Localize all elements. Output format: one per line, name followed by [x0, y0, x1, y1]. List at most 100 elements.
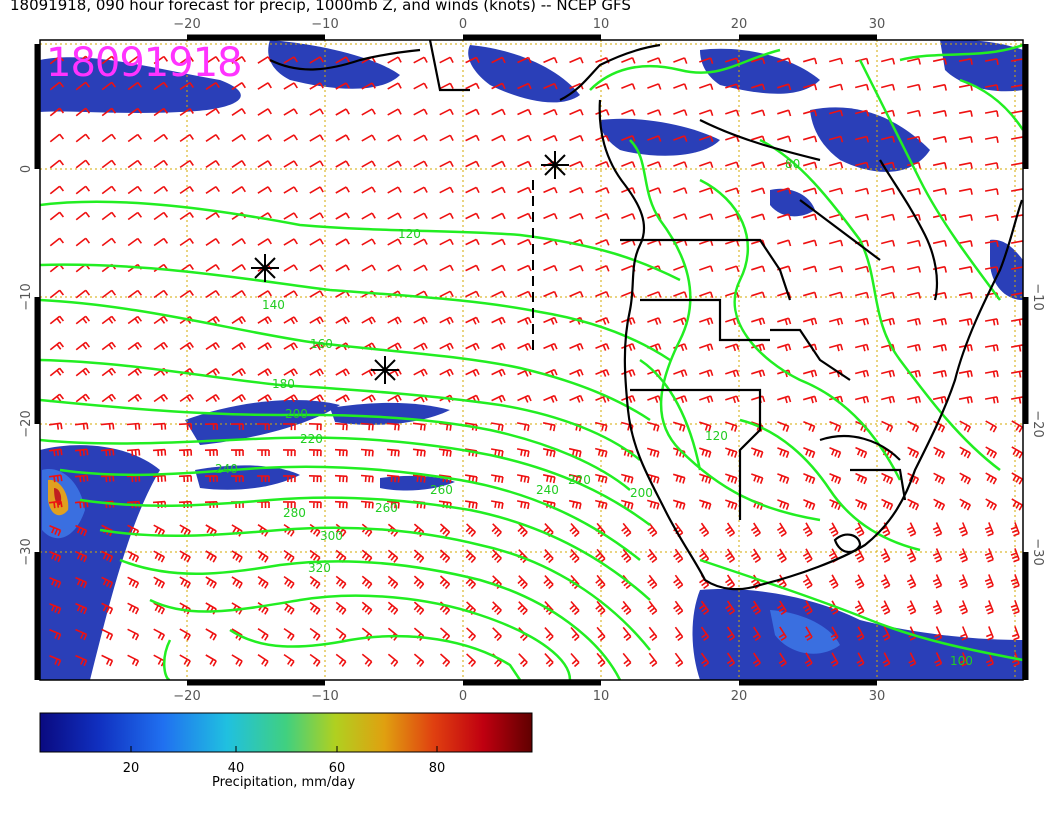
wind-barb	[49, 367, 65, 377]
wind-barb	[880, 135, 896, 143]
wind-barb	[335, 264, 350, 272]
wind-barb	[673, 187, 688, 194]
wind-barb	[153, 550, 166, 563]
wind-barb	[958, 240, 973, 247]
wind-barb	[413, 549, 425, 564]
wind-barb	[517, 316, 532, 325]
wind-barb	[335, 160, 350, 168]
svg-text:−20: −20	[173, 689, 200, 704]
wind-barb	[387, 264, 402, 272]
wind-barb	[387, 238, 402, 246]
wind-barb	[413, 601, 425, 616]
wind-barb	[828, 83, 844, 91]
wind-barb	[491, 108, 506, 116]
wind-barb	[542, 422, 556, 432]
wind-barb	[699, 548, 710, 564]
wind-barb	[75, 654, 88, 667]
wind-barb	[179, 159, 194, 169]
wind-barb	[673, 291, 688, 298]
wind-barb	[516, 474, 530, 484]
wind-barb	[491, 523, 502, 538]
wind-barb	[543, 186, 558, 194]
wind-barb	[517, 575, 528, 590]
wind-barb	[1010, 370, 1023, 378]
wind-barb	[907, 57, 921, 65]
wind-barb	[621, 135, 636, 142]
wind-barb	[335, 653, 347, 667]
wind-barb	[127, 628, 140, 641]
svg-text:30: 30	[869, 689, 886, 704]
wind-barb	[179, 211, 194, 221]
wind-barb	[309, 238, 324, 246]
wind-barb	[542, 448, 556, 458]
wind-barb	[882, 652, 891, 667]
wind-barb	[1010, 522, 1020, 537]
wind-barb	[361, 316, 376, 325]
wind-barb	[127, 107, 143, 117]
wind-barb	[544, 627, 554, 642]
wind-barb	[205, 576, 217, 589]
wind-barb	[204, 423, 218, 430]
wind-barb	[439, 134, 454, 142]
wind-barb	[101, 524, 114, 537]
wind-barb	[1010, 548, 1020, 563]
wind-barb	[958, 370, 973, 378]
wind-barb	[880, 291, 896, 299]
wind-barb	[101, 289, 117, 299]
svg-text:−20: −20	[173, 17, 200, 32]
wind-barb	[464, 448, 478, 457]
wind-barb	[387, 82, 402, 90]
wind-barb	[309, 627, 321, 641]
wind-barb	[880, 213, 896, 221]
wind-barb	[725, 135, 740, 143]
coastlines	[269, 40, 1023, 591]
wind-barb	[439, 264, 454, 272]
wind-barb	[543, 264, 558, 272]
wind-barb	[413, 238, 428, 246]
wind-barb	[75, 576, 88, 589]
wind-barb	[802, 83, 818, 91]
wind-barb	[1010, 136, 1023, 142]
wind-barb	[335, 238, 350, 246]
wind-barb	[231, 290, 246, 298]
wind-barb	[984, 396, 999, 404]
wind-barb	[984, 574, 994, 589]
wind-barb	[673, 57, 688, 64]
wind-barb	[465, 290, 480, 298]
wind-barb	[777, 135, 792, 143]
wind-barb	[828, 57, 844, 65]
wind-barb	[984, 266, 999, 273]
wind-barb	[802, 369, 818, 378]
wind-barb	[932, 161, 947, 169]
wind-barb	[438, 474, 452, 483]
wind-barb	[622, 652, 632, 668]
wind-barb	[282, 475, 296, 483]
wind-barb	[959, 420, 972, 433]
wind-barb	[777, 187, 792, 195]
wind-barb	[777, 395, 792, 404]
wind-barb	[413, 316, 428, 325]
wind-barb	[231, 56, 246, 64]
wind-barb	[725, 522, 736, 537]
wind-barb	[257, 576, 269, 589]
wind-barb	[465, 523, 476, 538]
wind-barb	[75, 602, 88, 615]
colorbar-ticks	[130, 746, 438, 752]
wind-barb	[49, 576, 62, 589]
wind-barb	[465, 238, 480, 246]
wind-barb	[1010, 162, 1023, 168]
wind-barb	[958, 266, 973, 273]
wind-barb	[309, 394, 324, 403]
wind-barb	[491, 212, 506, 220]
wind-barb	[387, 212, 402, 220]
wind-barb	[932, 135, 947, 143]
svg-text:−20: −20	[19, 410, 34, 437]
wind-barb	[543, 212, 558, 220]
wind-barb	[1011, 498, 1023, 511]
wind-barb	[932, 548, 943, 563]
wind-barb	[673, 109, 688, 116]
wind-barb	[803, 499, 816, 511]
wind-barb	[674, 626, 684, 642]
wind-barb	[75, 367, 91, 377]
wind-barb	[829, 472, 842, 485]
